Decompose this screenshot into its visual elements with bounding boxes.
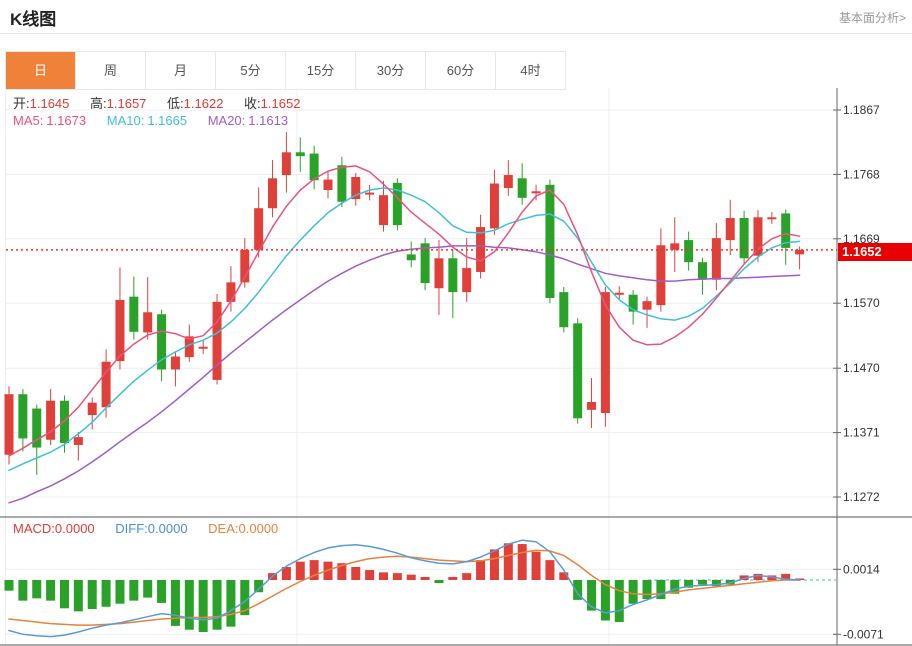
svg-text:1.1570: 1.1570 — [843, 296, 880, 310]
open-readout: 开:1.1645 — [13, 96, 70, 111]
svg-text:1.1371: 1.1371 — [843, 426, 880, 440]
svg-text:1.1768: 1.1768 — [843, 167, 880, 181]
tab-month[interactable]: 月 — [145, 52, 215, 89]
macd-value: MACD:0.0000 — [13, 521, 95, 536]
macd-readout: MACD:0.0000 DIFF:0.0000 DEA:0.0000 — [13, 521, 295, 536]
tab-15min[interactable]: 15分 — [285, 52, 355, 89]
svg-text:0.0014: 0.0014 — [843, 562, 880, 576]
ma20-readout: MA20: 1.1613 — [207, 113, 289, 128]
close-readout: 收:1.1652 — [244, 96, 301, 111]
period-tab-bar: 日 周 月 5分 15分 30分 60分 4时 — [5, 51, 566, 90]
tab-5min[interactable]: 5分 — [215, 52, 285, 89]
ma-readout: MA5: 1.1673 MA10: 1.1665 MA20: 1.1613 — [13, 113, 305, 128]
ma5-readout: MA5: 1.1673 — [13, 113, 87, 128]
ma10-readout: MA10: 1.1665 — [106, 113, 188, 128]
page-title: K线图 — [10, 10, 57, 29]
tab-4hour[interactable]: 4时 — [495, 52, 565, 89]
high-readout: 高:1.1657 — [90, 96, 147, 111]
svg-text:1.1272: 1.1272 — [843, 490, 880, 504]
diff-value: DIFF:0.0000 — [115, 521, 188, 536]
ohlc-readout: 开:1.1645 高:1.1657 低:1.1622 收:1.1652 — [13, 93, 317, 112]
header-divider — [0, 33, 912, 34]
tab-week[interactable]: 周 — [75, 52, 145, 89]
svg-text:1.1669: 1.1669 — [843, 232, 880, 246]
fundamental-analysis-link[interactable]: 基本面分析> — [838, 11, 906, 25]
low-readout: 低:1.1622 — [167, 96, 224, 111]
current-price-badge: 1.1652 — [838, 243, 912, 261]
svg-text:1.1867: 1.1867 — [843, 103, 880, 117]
tab-30min[interactable]: 30分 — [355, 52, 425, 89]
tab-60min[interactable]: 60分 — [425, 52, 495, 89]
tab-day[interactable]: 日 — [6, 52, 75, 89]
dea-value: DEA:0.0000 — [208, 521, 279, 536]
svg-text:1.1470: 1.1470 — [843, 361, 880, 375]
svg-text:-0.0071: -0.0071 — [843, 627, 884, 641]
